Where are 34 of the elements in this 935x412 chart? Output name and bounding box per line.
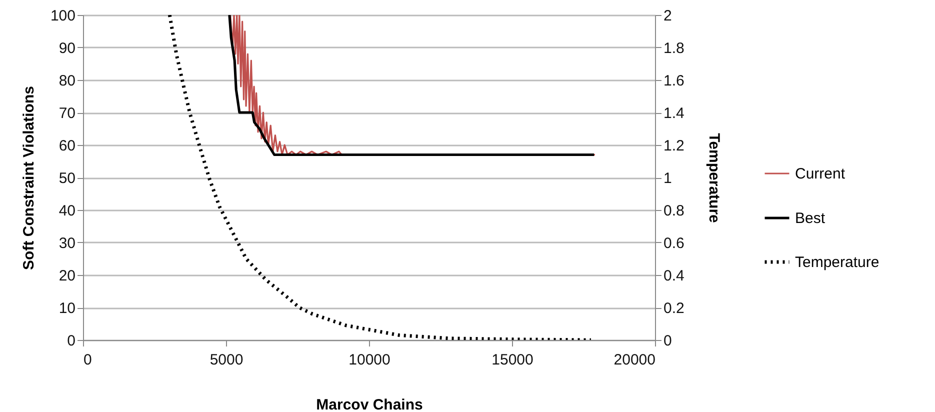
x-tick-label: 0	[84, 352, 92, 368]
x-tick-label: 20000	[614, 352, 656, 368]
y2-tick-label: 1.6	[664, 72, 684, 90]
y-tick-label: 0	[67, 332, 76, 350]
legend-label: Temperature	[795, 254, 880, 271]
x-axis-title: Marcov Chains	[316, 396, 423, 412]
y2-tick-label: 2	[664, 8, 672, 24]
y-axis-title: Soft Constraint Violations	[20, 86, 38, 270]
y2-tick-label: 1.4	[664, 105, 684, 122]
y-tick-label: 70	[58, 105, 76, 122]
y2-tick-label: 0.8	[664, 202, 684, 220]
line-series	[168, 15, 593, 340]
y-tick-label: 10	[58, 300, 76, 317]
y-tick-label: 40	[58, 202, 76, 220]
y2-tick-label: 1.8	[664, 40, 684, 57]
y2-tick-label: 1	[664, 170, 672, 187]
y-tick-label: 50	[58, 170, 76, 187]
y-tick-label: 20	[58, 268, 76, 284]
y-tick-label: 30	[58, 235, 76, 252]
y2-tick-label: 0.4	[664, 268, 684, 284]
y2-axis-title: Temperature	[705, 133, 722, 223]
y2-tick-label: 0	[664, 332, 672, 350]
x-tick-label: 10000	[348, 352, 390, 368]
x-tick-label: 15000	[492, 352, 534, 368]
y-tick-label: 60	[58, 138, 76, 154]
y2-tick-label: 1.2	[664, 138, 684, 154]
y2-tick-label: 0.2	[664, 300, 684, 317]
y-tick-label: 80	[58, 72, 76, 90]
x-tick-label: 5000	[210, 352, 244, 368]
legend-label: Current	[795, 166, 846, 182]
legend-label: Best	[795, 210, 826, 227]
y-tick-label: 100	[50, 8, 76, 24]
y2-tick-label: 0.6	[664, 235, 684, 252]
y-tick-label: 90	[58, 40, 76, 57]
